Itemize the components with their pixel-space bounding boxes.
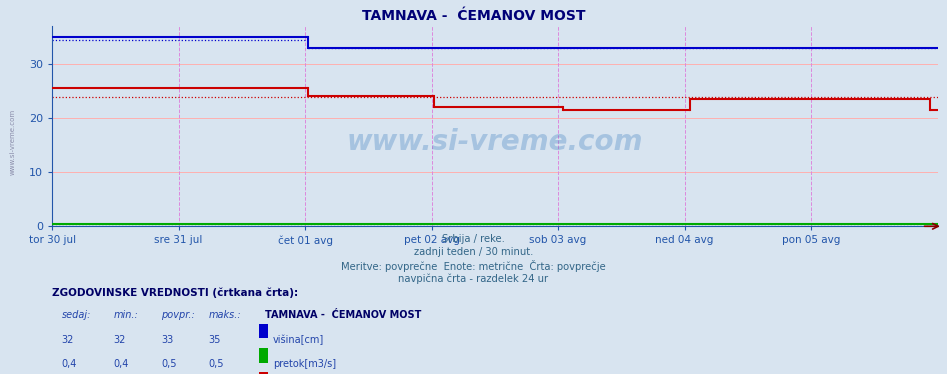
Text: TAMNAVA -  ĆEMANOV MOST: TAMNAVA - ĆEMANOV MOST xyxy=(362,9,585,23)
Text: maks.:: maks.: xyxy=(208,310,241,321)
Text: min.:: min.: xyxy=(114,310,138,321)
Text: ZGODOVINSKE VREDNOSTI (črtkana črta):: ZGODOVINSKE VREDNOSTI (črtkana črta): xyxy=(52,288,298,298)
Text: 0,4: 0,4 xyxy=(114,359,129,369)
Text: www.si-vreme.com: www.si-vreme.com xyxy=(347,128,643,156)
Text: višina[cm]: višina[cm] xyxy=(273,335,324,345)
Text: Srbija / reke.: Srbija / reke. xyxy=(442,234,505,244)
Text: 32: 32 xyxy=(62,335,74,345)
Text: www.si-vreme.com: www.si-vreme.com xyxy=(9,109,15,175)
Text: sedaj:: sedaj: xyxy=(62,310,91,321)
Text: 32: 32 xyxy=(114,335,126,345)
Text: zadnji teden / 30 minut.: zadnji teden / 30 minut. xyxy=(414,247,533,257)
Text: povpr.:: povpr.: xyxy=(161,310,195,321)
Text: navpična črta - razdelek 24 ur: navpična črta - razdelek 24 ur xyxy=(399,273,548,283)
Text: 0,5: 0,5 xyxy=(208,359,223,369)
Text: TAMNAVA -  ĆEMANOV MOST: TAMNAVA - ĆEMANOV MOST xyxy=(265,310,421,321)
Text: 35: 35 xyxy=(208,335,221,345)
Text: 33: 33 xyxy=(161,335,173,345)
Text: 0,5: 0,5 xyxy=(161,359,176,369)
Text: Meritve: povprečne  Enote: metrične  Črta: povprečje: Meritve: povprečne Enote: metrične Črta:… xyxy=(341,260,606,272)
Text: pretok[m3/s]: pretok[m3/s] xyxy=(273,359,336,369)
Text: 0,4: 0,4 xyxy=(62,359,77,369)
